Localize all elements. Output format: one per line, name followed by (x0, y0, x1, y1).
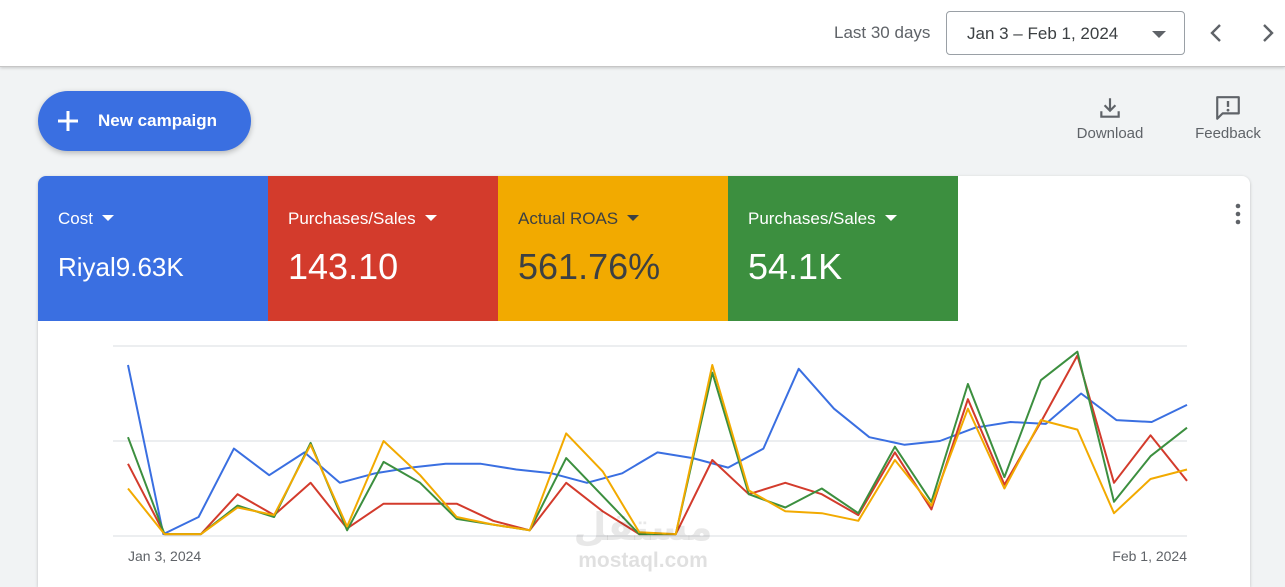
metric-value: Riyal9.63K (58, 252, 184, 282)
x-axis-end-label: Feb 1, 2024 (1112, 548, 1187, 564)
feedback-label: Feedback (1195, 125, 1261, 142)
metric-value: 143.10 (288, 246, 399, 287)
new-campaign-button[interactable]: New campaign (38, 91, 251, 151)
date-range-value: Jan 3 – Feb 1, 2024 (967, 24, 1119, 43)
performance-line-chart: Jan 3, 2024 Feb 1, 2024 (113, 345, 1188, 564)
metric-name: Actual ROAS (518, 209, 640, 229)
metric-name: Purchases/Sales (288, 209, 437, 229)
next-period-button[interactable] (1254, 18, 1282, 48)
x-axis-start-label: Jan 3, 2024 (128, 548, 201, 564)
metric-cost[interactable]: Cost Riyal9.63K (38, 176, 268, 321)
new-campaign-label: New campaign (98, 111, 218, 130)
chevron-left-icon (1210, 24, 1221, 42)
date-range-select[interactable]: Jan 3 – Feb 1, 2024 (946, 11, 1185, 55)
dropdown-caret-icon (1152, 31, 1166, 38)
metric-name: Cost (58, 209, 114, 229)
range-label: Last 30 days (834, 23, 931, 42)
dropdown-caret-icon (884, 215, 897, 221)
series-line-3 (127, 364, 1188, 536)
metric-name: Purchases/Sales (748, 209, 897, 229)
feedback-icon (1216, 96, 1240, 120)
dropdown-caret-icon (627, 215, 640, 221)
series-line-0 (127, 364, 1188, 536)
feedback-button[interactable]: Feedback (1190, 95, 1266, 142)
previous-period-button[interactable] (1202, 18, 1230, 48)
chevron-right-icon (1263, 24, 1274, 42)
dropdown-caret-icon (424, 215, 437, 221)
download-label: Download (1076, 125, 1144, 142)
more-options-icon[interactable] (1226, 200, 1250, 228)
top-bar: Last 30 days Jan 3 – Feb 1, 2024 (0, 0, 1285, 67)
download-button[interactable]: Download (1072, 95, 1148, 142)
metric-actual-roas[interactable]: Actual ROAS 561.76% (498, 176, 728, 321)
metric-purchases-sales[interactable]: Purchases/Sales 143.10 (268, 176, 498, 321)
performance-card: Cost Riyal9.63K Purchases/Sales 143.10 A… (38, 176, 1250, 587)
dropdown-caret-icon (101, 215, 114, 221)
metric-value: 54.1K (748, 246, 843, 287)
plus-icon (58, 111, 78, 131)
metric-value: 561.76% (518, 246, 661, 287)
metric-purchases-sales-value[interactable]: Purchases/Sales 54.1K (728, 176, 958, 321)
download-icon (1100, 98, 1120, 118)
